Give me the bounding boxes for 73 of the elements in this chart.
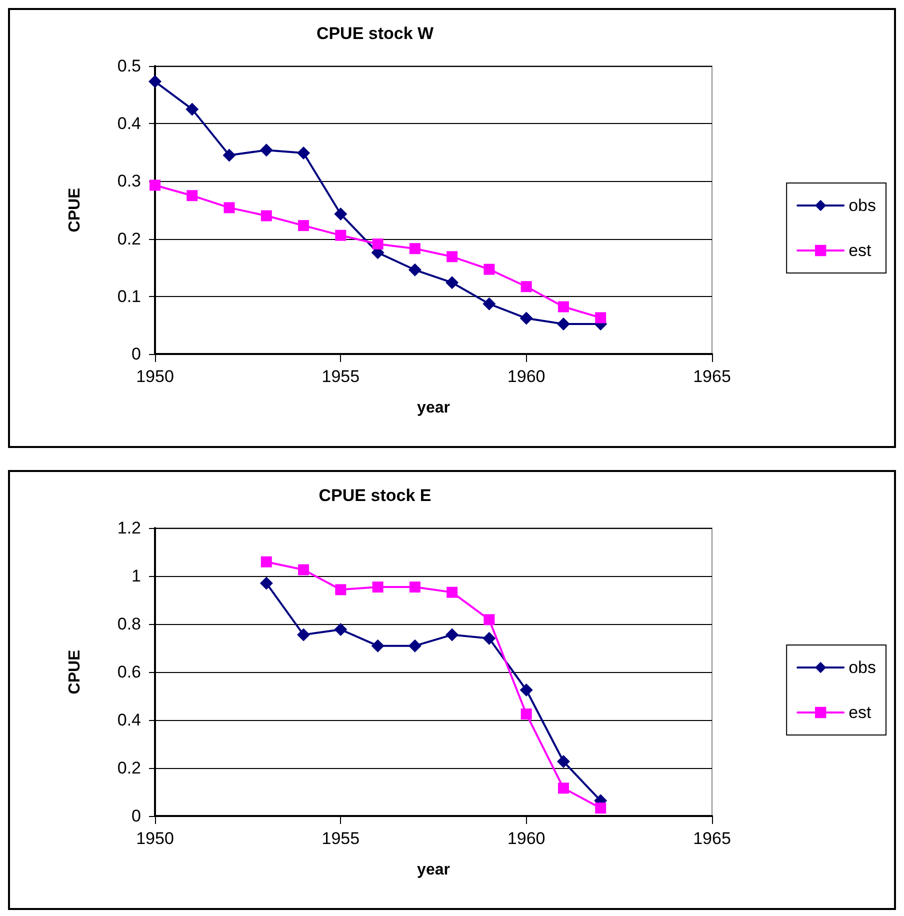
point [186,190,198,202]
point [556,318,570,331]
point [520,312,533,325]
point [408,639,422,652]
point [297,146,310,160]
x-tick-label: 1950 [136,367,174,386]
x-tick-label: 1965 [693,829,731,848]
point [371,639,384,652]
point [409,582,420,593]
point [446,251,458,262]
point [372,582,384,593]
point [186,102,199,116]
point [595,802,606,814]
point [446,276,459,290]
x-tick-label: 1960 [507,829,546,848]
point [222,148,236,162]
x-tick-label: 1965 [693,367,731,386]
point [409,243,420,254]
point [335,584,346,596]
point [556,755,570,768]
point [446,586,458,598]
point [260,210,272,222]
y-axis-title: CPUE [66,187,84,232]
point [520,684,533,696]
point [484,264,495,275]
y-tick-label: 1 [132,566,141,586]
point [482,297,496,310]
point [482,632,496,645]
point [260,556,272,568]
y-tick-label: 0.4 [117,710,141,730]
y-tick-label: 0.6 [117,662,141,682]
point [446,628,459,642]
y-axis-title: CPUE [66,649,84,694]
y-tick-label: 0.4 [117,114,141,134]
x-tick-label: 1955 [322,367,360,386]
point [558,782,569,794]
point [520,281,532,292]
x-axis-title: year [417,400,450,416]
y-tick-label: 0.2 [117,758,141,778]
legend-label: obs [848,658,876,677]
point [372,238,384,250]
point [484,614,495,626]
chart-title: CPUE stock E [318,486,432,505]
point [334,208,348,221]
x-axis-title: year [417,862,450,878]
point [408,263,422,276]
point [297,628,310,642]
point [260,144,273,157]
y-tick-label: 0.2 [117,229,141,248]
y-tick-label: 1.2 [117,518,141,538]
legend-label: est [848,703,872,722]
y-tick-label: 0.8 [117,614,141,634]
point [595,312,606,324]
y-tick-label: 0.1 [117,286,141,306]
point [298,564,310,576]
chart-title: CPUE stock W [316,24,435,43]
point [558,301,569,312]
point [224,202,235,214]
point [334,623,348,636]
point [260,576,273,590]
x-tick-label: 1950 [136,829,174,848]
legend-label: obs [848,196,876,215]
point [148,75,162,88]
point [298,220,310,232]
y-tick-label: 0.3 [117,172,141,191]
point [520,708,532,720]
y-tick-label: 0 [132,344,141,364]
x-tick-label: 1960 [507,367,546,386]
x-tick-label: 1955 [322,829,360,848]
y-tick-label: 0 [132,806,141,826]
y-tick-label: 0.5 [117,56,141,76]
legend-label: est [848,241,872,260]
point [335,230,346,241]
